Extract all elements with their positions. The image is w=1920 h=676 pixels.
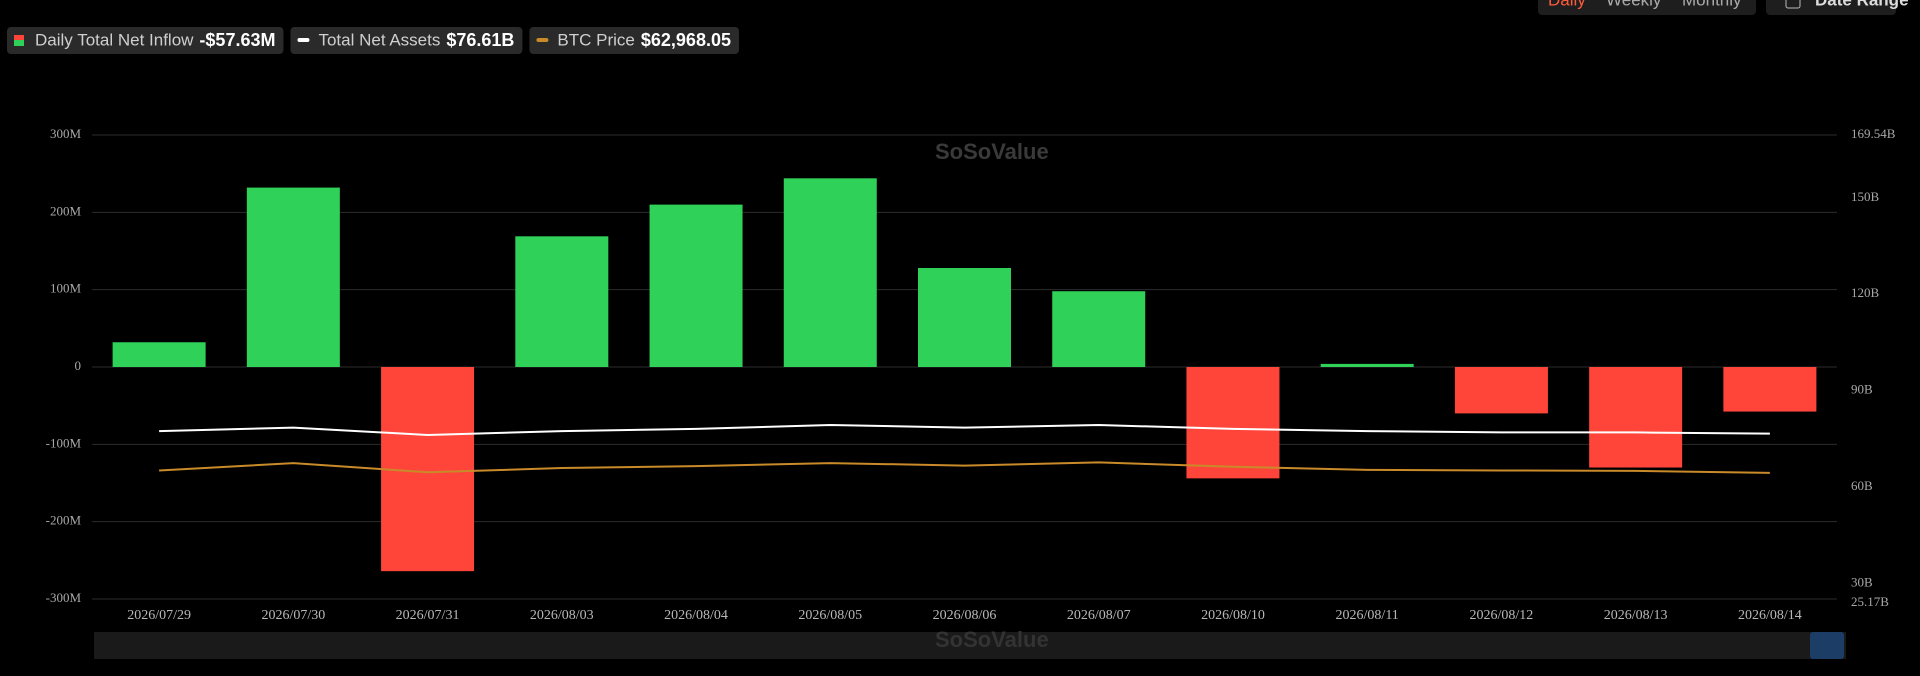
legend-item	[290, 27, 523, 54]
bar	[1320, 363, 1414, 367]
bar	[246, 187, 340, 367]
x-tick-label: 2026/08/11	[1336, 608, 1399, 623]
x-tick-label: 2026/08/14	[1738, 608, 1802, 623]
legend-value: $62,968.05	[641, 30, 731, 50]
legend-swatch	[14, 40, 24, 46]
legend-swatch	[14, 35, 24, 40]
x-tick-label: 2026/08/13	[1604, 608, 1668, 623]
legend-item	[529, 27, 739, 54]
interval-option[interactable]: Weekly	[1606, 0, 1662, 9]
watermark: SoSoValue	[935, 139, 1049, 164]
legend-value: -$57.63M	[199, 30, 275, 50]
y-tick-label: 300M	[50, 126, 82, 141]
y2-tick-label: 90B	[1851, 382, 1873, 397]
x-tick-label: 2026/08/07	[1067, 608, 1131, 623]
y-tick-label: 0	[75, 358, 82, 373]
bar	[1589, 367, 1683, 468]
interval-switch[interactable]	[1538, 0, 1756, 15]
bar	[1186, 367, 1280, 479]
y-tick-label: -100M	[46, 435, 82, 450]
y2-tick-label: 120B	[1851, 285, 1880, 300]
navigator[interactable]	[94, 632, 1846, 659]
date-range-label[interactable]: Date Range	[1815, 0, 1909, 9]
legend-item	[7, 27, 284, 54]
line	[159, 424, 1770, 436]
y-tick-label: -200M	[46, 513, 82, 528]
y2-tick-label: 60B	[1851, 478, 1873, 493]
legend-value: $76.61B	[446, 30, 514, 50]
y2-tick-label: 30B	[1851, 574, 1873, 589]
x-tick-label: 2026/08/05	[798, 608, 862, 623]
bar	[1723, 367, 1817, 412]
x-tick-label: 2026/07/31	[396, 608, 460, 623]
bar	[381, 367, 475, 572]
y-tick-label: 200M	[50, 203, 82, 218]
bar	[649, 204, 743, 367]
legend-swatch	[536, 38, 549, 42]
y2-tick-label: 169.54B	[1851, 126, 1896, 141]
y-tick-label: -300M	[46, 590, 82, 605]
navigator-handle[interactable]	[1810, 632, 1844, 659]
x-tick-label: 2026/08/03	[530, 608, 594, 623]
date-range-button[interactable]	[1766, 0, 1896, 15]
legend-swatch	[297, 38, 310, 42]
x-tick-label: 2026/07/30	[261, 608, 325, 623]
legend-label: Daily Total Net Inflow	[35, 30, 194, 49]
x-tick-label: 2026/08/12	[1470, 608, 1534, 623]
bar	[783, 178, 877, 367]
interval-option[interactable]: Monthly	[1682, 0, 1742, 9]
legend-label: BTC Price	[557, 30, 634, 49]
watermark: SoSoValue	[935, 627, 1049, 652]
y2-tick-label: 150B	[1851, 189, 1880, 204]
line	[159, 461, 1770, 474]
bar	[1454, 367, 1548, 414]
y2-tick-label: 25.17B	[1851, 594, 1889, 609]
interval-option[interactable]: Daily	[1548, 0, 1586, 9]
bar	[918, 268, 1011, 367]
legend-label: Total Net Assets	[318, 30, 440, 49]
x-tick-label: 2026/08/10	[1201, 608, 1265, 623]
x-tick-label: 2026/08/06	[933, 608, 997, 623]
bar	[515, 236, 609, 367]
bar	[1052, 291, 1146, 367]
x-tick-label: 2026/07/29	[127, 608, 191, 623]
calendar-icon	[1785, 0, 1801, 9]
bar	[112, 342, 206, 367]
y-tick-label: 100M	[50, 281, 82, 296]
x-tick-label: 2026/08/04	[664, 608, 728, 623]
